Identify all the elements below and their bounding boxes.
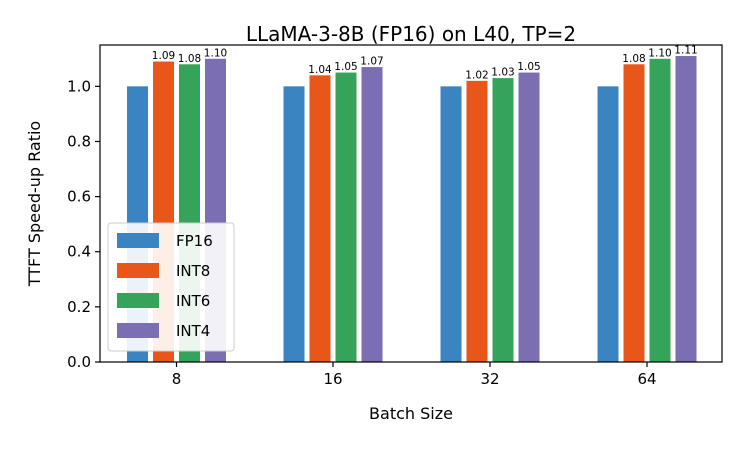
y-tick-label: 0.6: [67, 188, 91, 206]
y-tick-label: 0.4: [67, 243, 91, 261]
legend-frame: [107, 222, 235, 352]
x-axis-label: Batch Size: [369, 404, 453, 423]
legend-label-int6: INT6: [176, 292, 210, 310]
legend-swatch-int4: [117, 323, 159, 338]
chart-title: LLaMA-3-8B (FP16) on L40, TP=2: [246, 22, 576, 46]
data-label: 1.02: [465, 69, 488, 81]
y-tick-label: 1.0: [67, 77, 91, 95]
legend-swatch-int8: [117, 263, 159, 278]
data-label: 1.05: [334, 61, 357, 73]
data-label: 1.09: [152, 50, 175, 62]
data-label: 1.07: [360, 56, 383, 68]
data-label: 1.08: [622, 53, 645, 65]
bar-int6-64: [649, 58, 671, 363]
plot-frame: [99, 44, 723, 363]
x-tick-label: 64: [637, 370, 656, 388]
data-label: 1.05: [517, 61, 540, 73]
legend-swatch-int6: [117, 293, 159, 308]
bar-int6-16: [335, 72, 357, 362]
bar-fp16-64: [597, 86, 619, 362]
bar-int4-16: [361, 67, 383, 362]
x-tick-label: 32: [480, 370, 499, 388]
x-axis: 8 16 32 64: [172, 362, 657, 388]
bar-int4-32: [518, 72, 540, 362]
data-label: 1.10: [648, 47, 671, 59]
data-label: 1.03: [491, 67, 514, 79]
legend-label-int8: INT8: [176, 262, 210, 280]
y-tick-label: 0.8: [67, 132, 91, 150]
bar-fp16-32: [440, 86, 462, 362]
x-tick-label: 8: [172, 370, 182, 388]
bar-int8-64: [623, 64, 645, 362]
data-labels: 1.091.04 1.021.081.081.05 1.031.101.101.07…: [152, 45, 698, 82]
bar-int6-32: [492, 78, 514, 363]
legend-label-fp16: FP16: [176, 232, 213, 250]
bar-int8-16: [309, 75, 331, 362]
legend: FP16 INT8 INT6 INT4: [107, 222, 235, 352]
data-label: 1.04: [308, 64, 332, 76]
y-axis-label: TTFT Speed-up Ratio: [25, 121, 44, 287]
data-label: 1.10: [204, 47, 227, 59]
data-label: 1.11: [674, 45, 697, 57]
x-tick-label: 16: [323, 370, 342, 388]
y-tick-label: 0.0: [67, 353, 91, 371]
bars-group: [127, 56, 697, 363]
bar-int8-32: [466, 80, 488, 363]
bar-fp16-16: [283, 86, 305, 362]
data-label: 1.08: [178, 53, 201, 65]
y-tick-label: 0.2: [67, 298, 91, 316]
y-axis: 0.0 0.2 0.4 0.6 0.8 1.0: [67, 77, 100, 371]
legend-label-int4: INT4: [176, 322, 210, 340]
bar-int4-64: [675, 56, 697, 362]
legend-swatch-fp16: [117, 233, 159, 248]
